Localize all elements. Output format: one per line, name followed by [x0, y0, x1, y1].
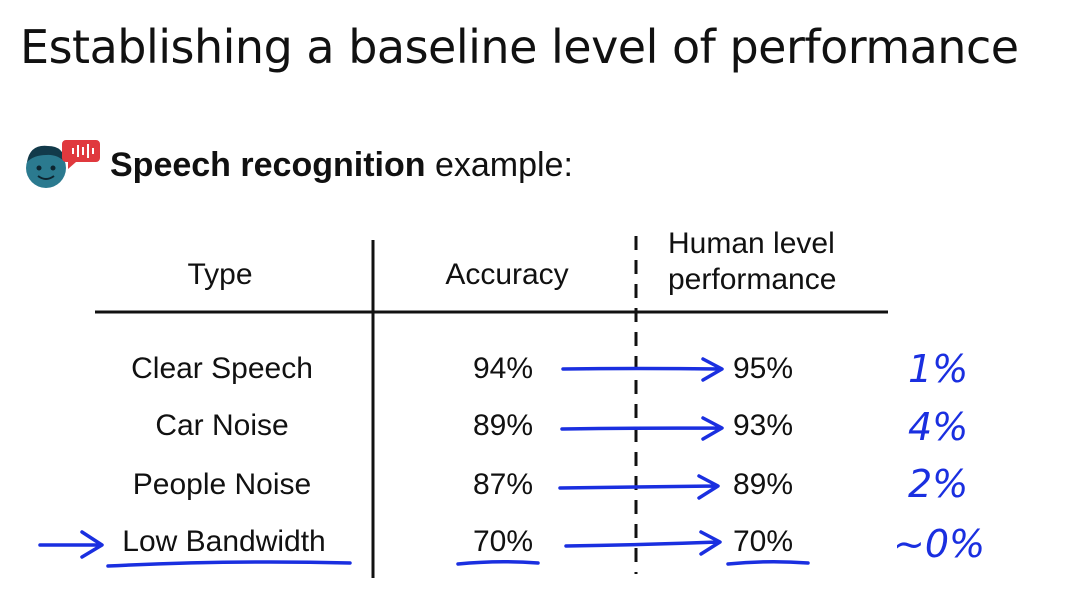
underline-accuracy-70 — [456, 559, 540, 566]
header-human-level: Human level performance — [668, 226, 836, 298]
underline-low-bandwidth — [106, 560, 352, 568]
row-1-type: Clear Speech — [131, 352, 313, 385]
arrow-row-1 — [561, 357, 724, 382]
row-1-accuracy: 94% — [472, 352, 534, 385]
row-2-type: Car Noise — [155, 409, 289, 442]
header-human-line1: Human level — [668, 227, 835, 260]
row-3-human: 89% — [732, 468, 794, 501]
gap-row-3: 2% — [908, 462, 968, 506]
subtitle-bold: Speech recognition — [110, 146, 426, 184]
row-2-human: 93% — [732, 409, 794, 442]
row-3-accuracy: 87% — [472, 468, 534, 501]
subtitle-text: Speech recognition example: — [110, 146, 573, 185]
row-1-human: 95% — [732, 352, 794, 385]
pointer-arrow-low-bandwidth — [38, 530, 104, 559]
arrow-row-2 — [560, 416, 724, 441]
gap-row-4: ~0% — [893, 522, 985, 566]
row-3-type: People Noise — [132, 468, 312, 501]
row-4-human: 70% — [732, 525, 794, 558]
gap-row-2: 4% — [908, 405, 968, 449]
row-4-type: Low Bandwidth — [122, 525, 326, 558]
row-2-accuracy: 89% — [472, 409, 534, 442]
header-human-line2: performance — [668, 263, 837, 296]
header-accuracy: Accuracy — [445, 258, 569, 291]
gap-row-1: 1% — [908, 347, 968, 391]
arrow-row-4 — [564, 530, 722, 556]
header-type: Type — [187, 258, 253, 291]
row-4-accuracy: 70% — [472, 525, 534, 558]
subtitle-rest: example: — [425, 146, 573, 184]
arrow-row-3 — [558, 474, 720, 500]
speaking-person-icon — [26, 140, 100, 188]
underline-human-70 — [726, 559, 810, 566]
slide-title: Establishing a baseline level of perform… — [20, 20, 1019, 74]
